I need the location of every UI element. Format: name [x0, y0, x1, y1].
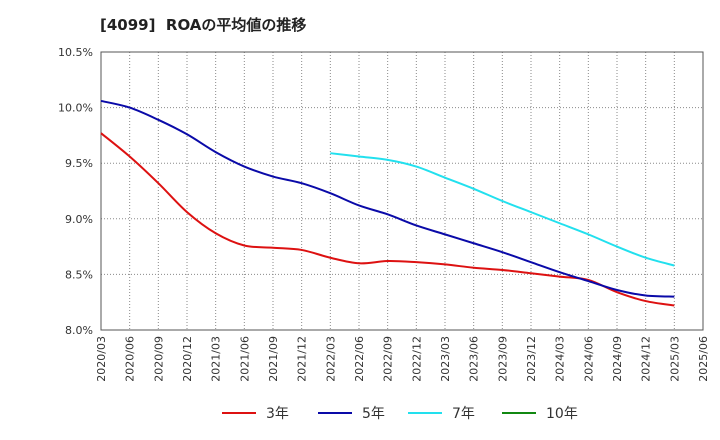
x-tick-label: 2022/03 [324, 336, 337, 382]
legend-label: 3年 [266, 406, 289, 422]
y-tick-label: 10.5% [58, 46, 93, 59]
plot-area [101, 52, 703, 330]
legend-label: 10年 [546, 406, 578, 422]
x-tick-label: 2021/09 [267, 336, 280, 382]
series-line-3 [330, 152, 675, 267]
x-tick-label: 2020/06 [124, 336, 137, 382]
y-tick-label: 9.5% [65, 157, 93, 170]
x-tick-label: 2025/03 [668, 336, 681, 382]
x-tick-label: 2025/06 [697, 336, 710, 382]
plot-frame [100, 51, 704, 331]
y-tick-label: 8.0% [65, 324, 93, 337]
series-line-2 [100, 99, 675, 298]
x-tick-label: 2022/12 [410, 336, 423, 382]
x-tick-label: 2023/12 [525, 336, 538, 382]
x-tick-label: 2023/06 [468, 336, 481, 382]
x-tick-label: 2021/03 [210, 336, 223, 382]
y-tick-label: 9.0% [65, 213, 93, 226]
x-tick-label: 2024/03 [554, 336, 567, 382]
x-tick-label: 2023/03 [439, 336, 452, 382]
x-tick-label: 2021/06 [238, 336, 251, 382]
x-tick-label: 2022/09 [382, 336, 395, 382]
x-tick-label: 2024/06 [582, 336, 595, 382]
legend-label: 7年 [452, 406, 475, 422]
x-tick-label: 2020/12 [181, 336, 194, 382]
legend-label: 5年 [362, 406, 385, 422]
x-tick-label: 2022/06 [353, 336, 366, 382]
x-tick-label: 2023/09 [496, 336, 509, 382]
x-tick-label: 2020/09 [152, 336, 165, 382]
chart-title: [4099] ROAの平均値の推移 [100, 16, 307, 34]
x-tick-label: 2020/03 [95, 336, 108, 382]
x-tick-label: 2024/12 [640, 336, 653, 382]
y-tick-label: 8.5% [65, 268, 93, 281]
x-tick-label: 2021/12 [296, 336, 309, 382]
x-tick-label: 2024/09 [611, 336, 624, 382]
y-tick-label: 10.0% [58, 102, 93, 115]
